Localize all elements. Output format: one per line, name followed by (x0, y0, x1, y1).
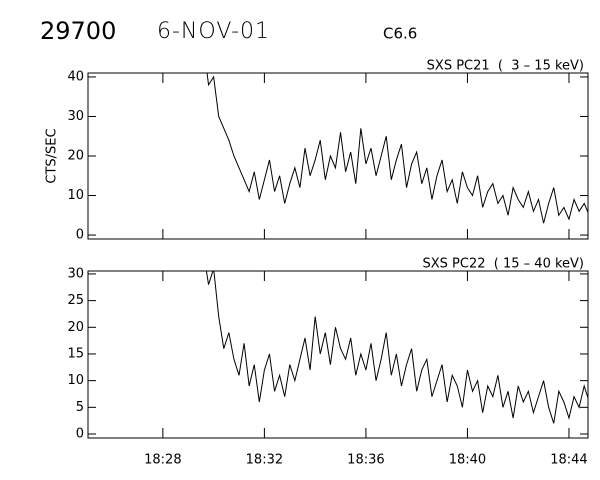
y-tick-label: 0 (76, 228, 84, 243)
x-tick-label: 18:40 (449, 453, 486, 468)
panel-subtitle: SXS PC21 ( 3 – 15 keV) (427, 59, 584, 74)
y-tick-label: 10 (67, 373, 84, 388)
y-tick-label: 15 (67, 346, 84, 361)
event-id: 29700 (40, 17, 116, 45)
panel-subtitle: SXS PC22 ( 15 – 40 keV) (423, 257, 584, 272)
y-tick-label: 0 (76, 426, 84, 441)
x-tick-label: 18:28 (144, 453, 181, 468)
y-tick-label: 20 (67, 320, 84, 335)
event-date: 6-NOV-01 (157, 19, 270, 44)
y-tick-label: 10 (67, 188, 84, 203)
x-tick-label: 18:44 (550, 453, 587, 468)
flare-class: C6.6 (383, 25, 417, 43)
y-tick-label: 20 (67, 149, 84, 164)
x-tick-label: 18:36 (347, 453, 384, 468)
y-tick-label: 40 (67, 69, 84, 84)
x-tick-label: 18:32 (246, 453, 283, 468)
data-line (206, 73, 588, 224)
y-axis-label: CTS/SEC (45, 128, 60, 183)
plot-frame (87, 72, 589, 240)
y-tick-label: 5 (76, 400, 84, 415)
data-line (205, 271, 588, 424)
y-tick-label: 30 (67, 109, 84, 124)
plot-frame (87, 270, 589, 439)
y-tick-label: 25 (67, 293, 84, 308)
y-tick-label: 30 (67, 266, 84, 281)
